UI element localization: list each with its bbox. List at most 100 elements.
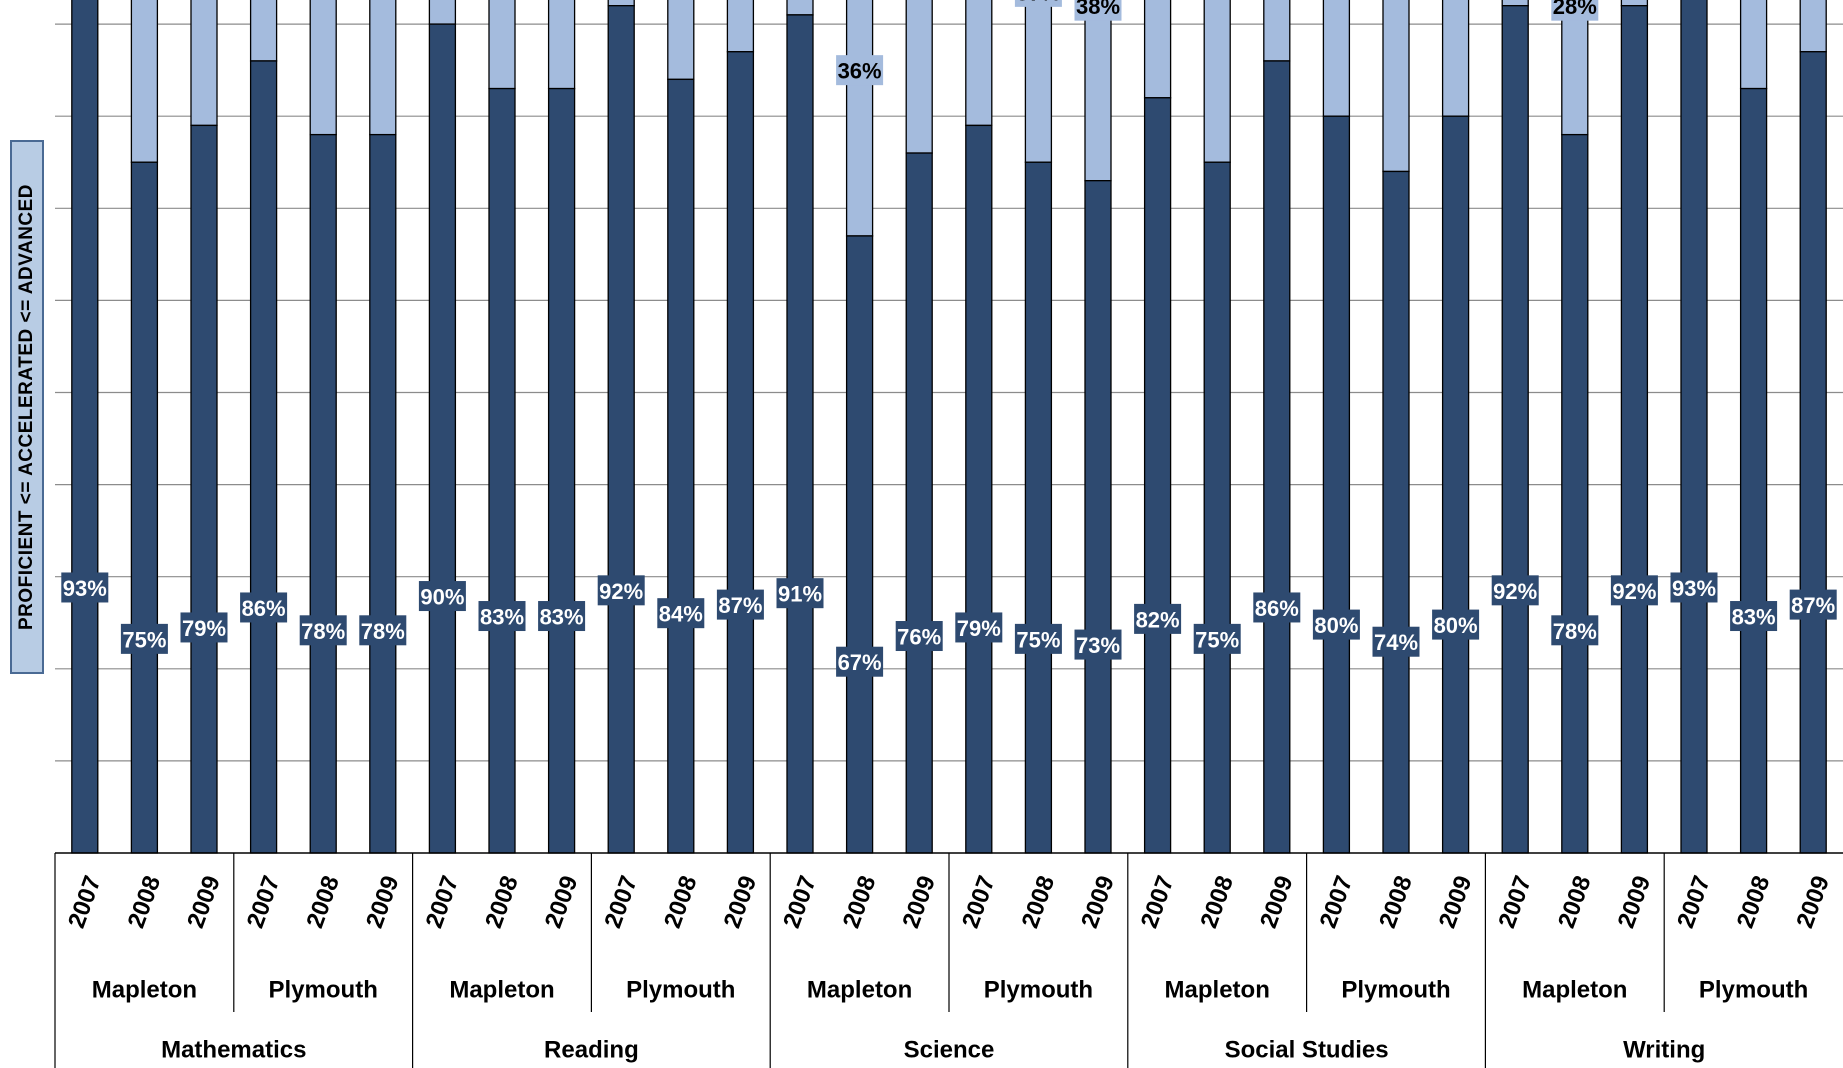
tick-label-year: 2007: [63, 872, 107, 931]
data-label-proficient: 78%: [301, 619, 345, 644]
bar-segment-proficient: [488, 87, 516, 854]
bar-segment-proficient: [965, 124, 993, 854]
data-label-accelerated-bg: [1551, 0, 1599, 21]
bar-segment-accelerated: [1501, 0, 1529, 7]
data-label-proficient-bg: [1789, 589, 1837, 620]
data-label-proficient: 83%: [540, 605, 584, 630]
y-axis-label-box: [10, 140, 44, 674]
bar-segment-accelerated: [667, 0, 695, 81]
tick-label-year: 2008: [1732, 872, 1776, 931]
tick-label-year: 2009: [1434, 872, 1478, 931]
bar-segment-accelerated: [1382, 0, 1410, 173]
tick-label-year: 2008: [480, 872, 524, 931]
data-label-proficient-bg: [1670, 572, 1718, 603]
bar-segment-proficient: [1561, 133, 1589, 854]
data-label-proficient: 74%: [1374, 630, 1418, 655]
district-label: Plymouth: [984, 977, 1093, 1004]
tick-label-year: 2009: [719, 872, 763, 931]
bar-segment-proficient: [1739, 87, 1768, 854]
data-label-proficient: 92%: [1493, 579, 1537, 604]
bar-segment-proficient: [1143, 97, 1172, 854]
data-label-proficient-bg: [1372, 626, 1420, 657]
data-label-proficient-bg: [1014, 623, 1062, 654]
bar-segment-proficient: [249, 60, 278, 854]
tick-label-year: 2009: [182, 872, 226, 931]
subject-label: Reading: [544, 1037, 639, 1064]
bar-segment-accelerated: [428, 0, 457, 25]
bar-segment-proficient: [1680, 0, 1708, 854]
tick-label-year: 2008: [123, 872, 167, 931]
data-label-proficient-bg: [836, 646, 884, 677]
data-label-proficient-bg: [716, 589, 764, 620]
data-label-proficient: 76%: [897, 625, 941, 650]
data-label-proficient: 75%: [122, 627, 166, 652]
data-label-proficient: 93%: [63, 576, 107, 601]
bar-segment-proficient: [428, 23, 457, 854]
data-label-proficient-bg: [657, 598, 705, 629]
data-label-proficient: 79%: [182, 616, 226, 641]
data-label-proficient: 91%: [778, 582, 822, 607]
bar-segment-accelerated: [607, 0, 635, 7]
bar-segment-accelerated: [1799, 0, 1827, 53]
data-label-proficient-bg: [895, 621, 943, 652]
data-label-proficient-bg: [955, 612, 1003, 643]
tick-label-year: 2007: [1315, 872, 1359, 931]
data-label-proficient: 78%: [361, 619, 405, 644]
data-label-accelerated-bg: [1074, 0, 1122, 21]
tick-label-year: 2009: [361, 872, 405, 931]
data-label-proficient: 92%: [599, 579, 643, 604]
tick-label-year: 2008: [1195, 872, 1239, 931]
data-label-proficient-bg: [1551, 615, 1599, 646]
district-label: Mapleton: [92, 977, 197, 1004]
bar-segment-proficient: [1799, 51, 1827, 854]
district-label: Mapleton: [1165, 977, 1270, 1004]
bar-segment-proficient: [547, 87, 576, 854]
bar-segment-accelerated: [1024, 0, 1053, 163]
data-label-accelerated-bg: [836, 55, 884, 86]
bar-segment-accelerated: [1203, 0, 1231, 163]
data-label-proficient: 86%: [1255, 596, 1299, 621]
tick-label-year: 2008: [838, 872, 882, 931]
data-label-proficient: 80%: [1314, 613, 1358, 638]
tick-label-year: 2007: [599, 872, 643, 931]
district-label: Plymouth: [626, 977, 735, 1004]
data-label-proficient: 90%: [420, 585, 464, 610]
data-label-proficient: 83%: [480, 605, 524, 630]
data-label-proficient-bg: [1432, 609, 1480, 640]
bar-segment-proficient: [905, 152, 933, 854]
tick-label-year: 2009: [540, 872, 584, 931]
tick-label-year: 2007: [1672, 872, 1716, 931]
bar-segment-proficient: [607, 5, 635, 854]
bar-segment-proficient: [190, 124, 218, 854]
bar-segment-accelerated: [130, 0, 159, 163]
bar-segment-proficient: [845, 235, 874, 854]
data-label-proficient-bg: [1312, 609, 1360, 640]
tick-label-year: 2008: [1553, 872, 1597, 931]
data-label-proficient: 87%: [718, 593, 762, 618]
data-label-proficient: 73%: [1076, 633, 1120, 658]
bar-segment-accelerated: [1263, 0, 1291, 62]
bar-segment-proficient: [1084, 180, 1112, 854]
bar-segment-accelerated: [1322, 0, 1351, 117]
data-label-proficient: 78%: [1553, 619, 1597, 644]
tick-label-year: 2009: [1791, 872, 1835, 931]
tick-label-year: 2009: [897, 872, 941, 931]
data-label-proficient-bg: [1074, 629, 1122, 660]
bar-segment-proficient: [309, 133, 337, 854]
bar-segment-proficient: [667, 78, 695, 854]
data-label-accelerated-bg: [1014, 0, 1062, 7]
bar-segment-accelerated: [1084, 0, 1112, 182]
bar-segment-accelerated: [845, 0, 874, 237]
bar-segment-proficient: [1322, 115, 1351, 854]
data-label-accelerated: 38%: [1076, 0, 1120, 19]
district-label: Plymouth: [1341, 977, 1450, 1004]
district-label: Plymouth: [269, 977, 378, 1004]
bar-segment-accelerated: [1441, 0, 1470, 117]
data-label-proficient-bg: [1193, 623, 1241, 654]
bar-segment-accelerated: [905, 0, 933, 154]
tick-label-year: 2008: [659, 872, 703, 931]
data-label-proficient: 92%: [1612, 579, 1656, 604]
data-label-proficient: 84%: [659, 602, 703, 627]
data-label-proficient: 87%: [1791, 593, 1835, 618]
